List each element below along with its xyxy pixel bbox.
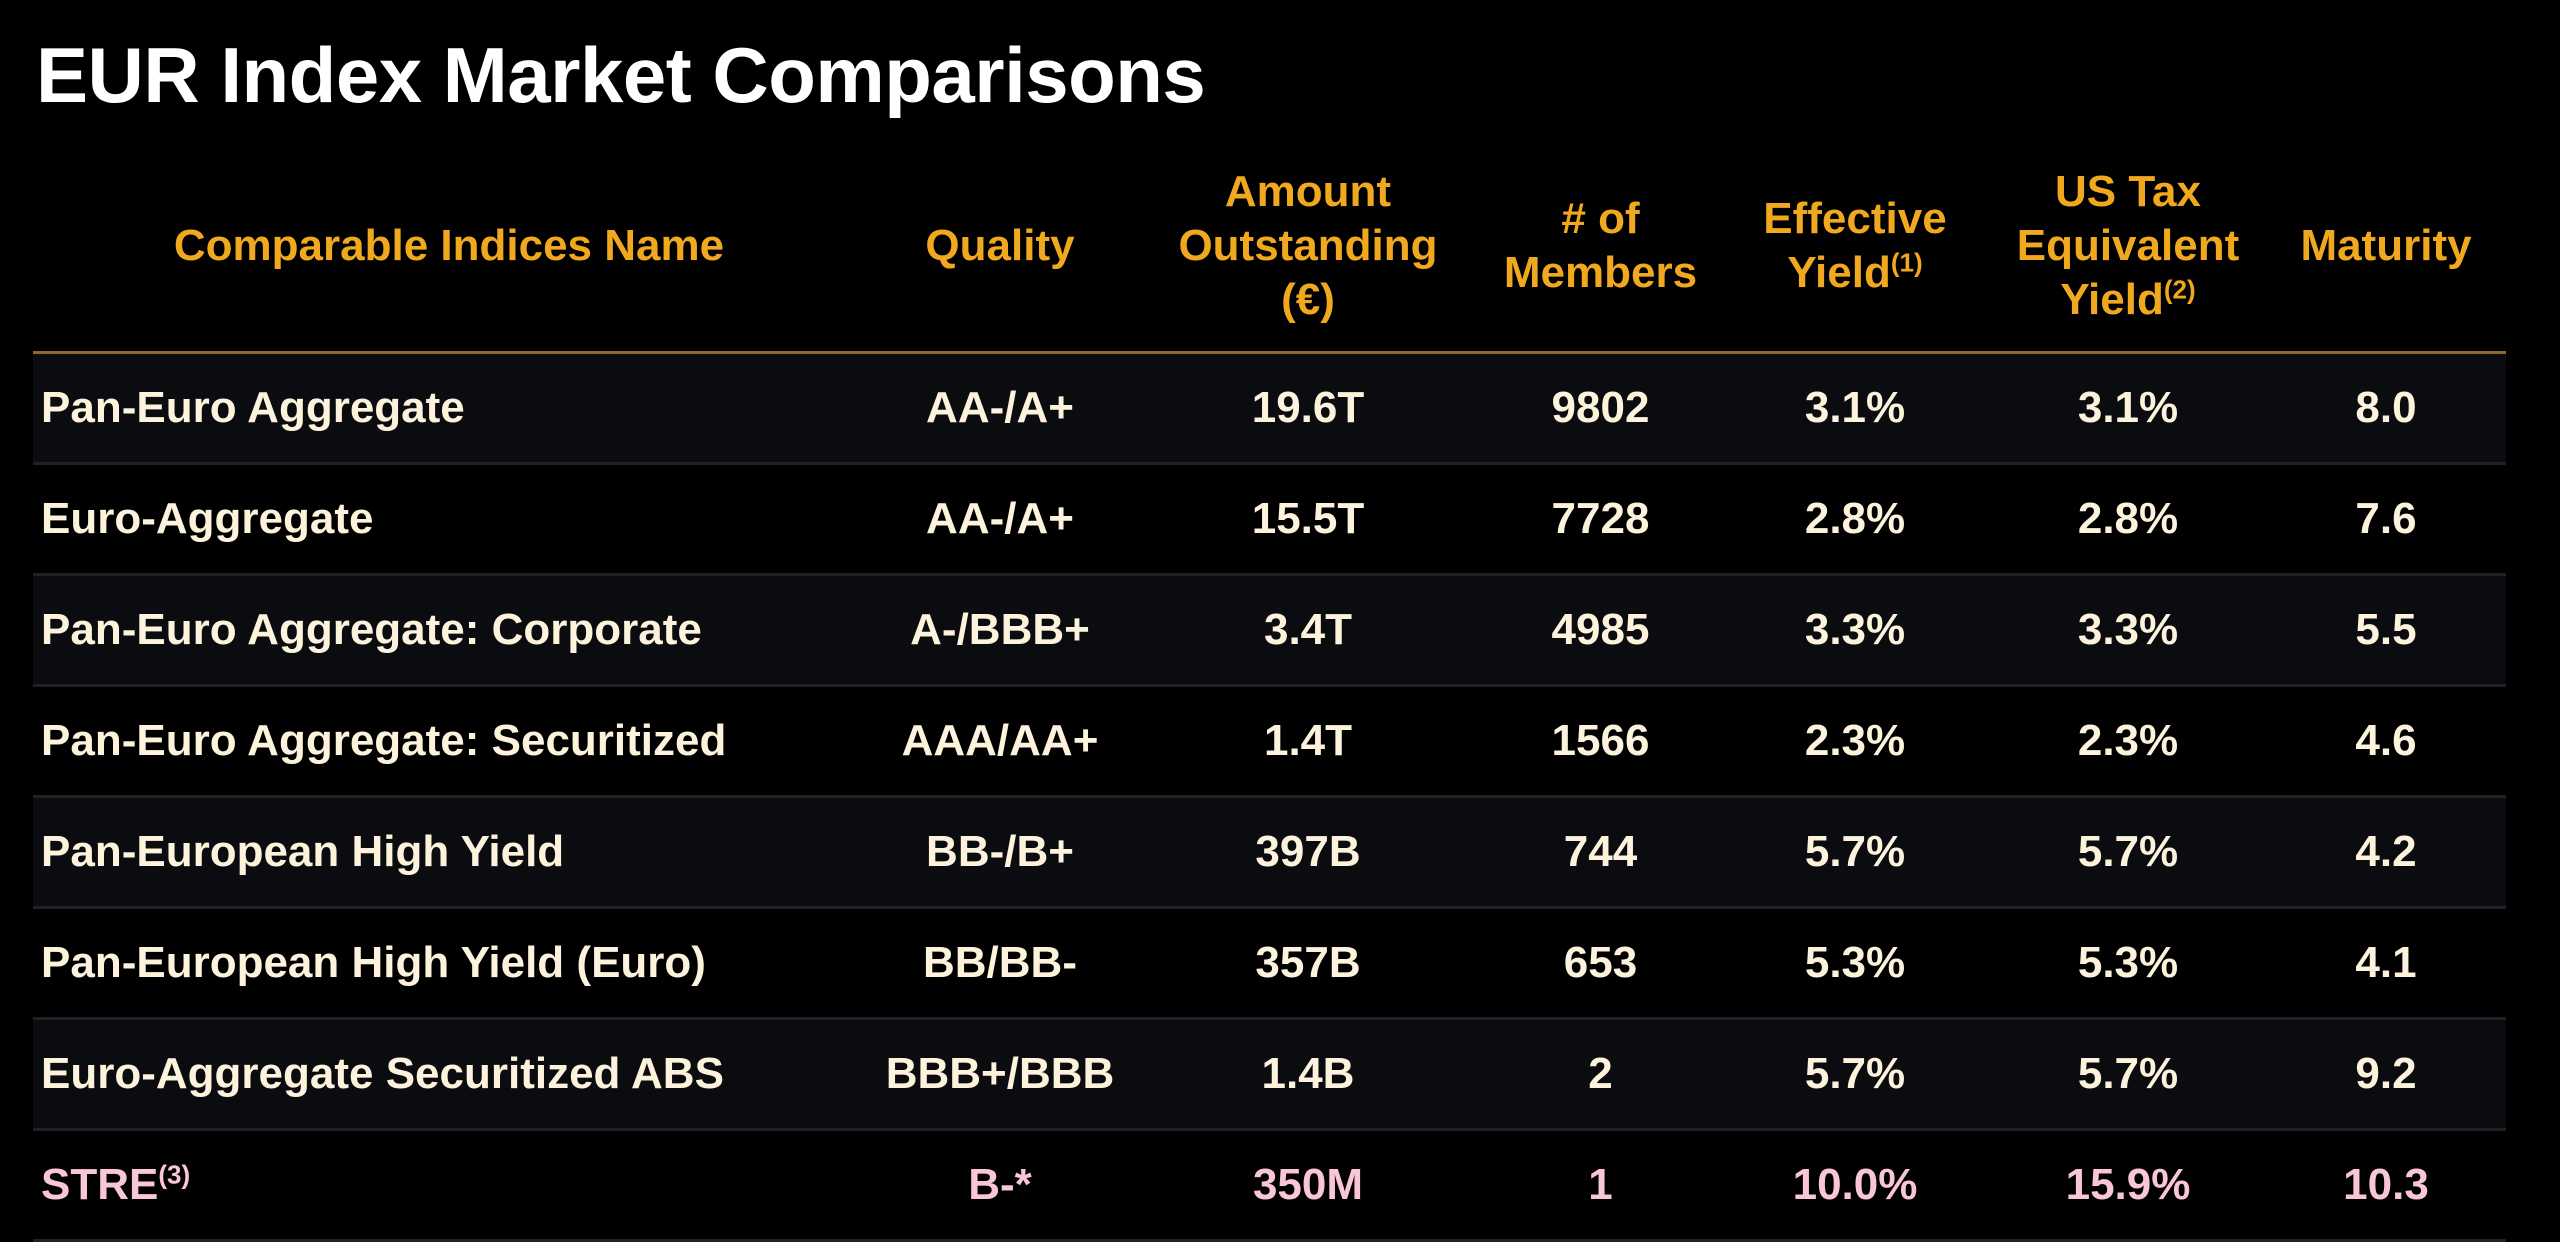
cell-amount: 397B: [1135, 796, 1481, 909]
cell-quality: AAA/AA+: [865, 685, 1135, 798]
column-header-effective-yield: Effective Yield(1): [1720, 140, 1990, 354]
table-row: STRE(3) B-* 350M 1 10.0% 15.9% 10.3: [33, 1129, 2506, 1242]
cell-tax-equiv-yield: 5.7%: [1990, 1018, 2266, 1131]
cell-quality: A-/BBB+: [865, 574, 1135, 687]
index-name: STRE: [41, 1160, 159, 1209]
index-name: Pan-Euro Aggregate: Securitized: [41, 716, 727, 765]
cell-name: Euro-Aggregate Securitized ABS: [33, 1018, 865, 1131]
cell-quality: AA-/A+: [865, 463, 1135, 576]
cell-tax-equiv-yield: 5.3%: [1990, 907, 2266, 1020]
comparison-table: Comparable Indices Name Quality Amount Out…: [33, 140, 2506, 1242]
cell-name: STRE(3): [33, 1129, 865, 1242]
cell-tax-equiv-yield: 2.8%: [1990, 463, 2266, 576]
cell-maturity: 4.1: [2266, 907, 2506, 1020]
column-header-amount: Amount Outstanding (€): [1135, 140, 1481, 354]
table-row: Pan-European High Yield BB-/B+ 397B 744 5.7%…: [33, 796, 2506, 909]
column-header-label: # of Members: [1503, 193, 1698, 297]
column-header-label: Comparable Indices Name: [173, 220, 725, 270]
column-header-label: US Tax Equivalent Yield: [2016, 166, 2240, 324]
table-row: Pan-European High Yield (Euro) BB/BB- 357B…: [33, 907, 2506, 1020]
cell-tax-equiv-yield: 5.7%: [1990, 796, 2266, 909]
table-row: Pan-Euro Aggregate: Securitized AAA/AA+ 1.…: [33, 685, 2506, 798]
cell-name: Pan-Euro Aggregate: Securitized: [33, 685, 865, 798]
cell-maturity: 9.2: [2266, 1018, 2506, 1131]
page-title: EUR Index Market Comparisons: [36, 31, 1206, 119]
column-header-label: Quality: [925, 220, 1075, 270]
column-header-members: # of Members: [1481, 140, 1720, 354]
cell-amount: 357B: [1135, 907, 1481, 1020]
column-header-tax-equivalent-yield: US Tax Equivalent Yield(2): [1990, 140, 2266, 354]
table-row: Euro-Aggregate Securitized ABS BBB+/BBB 1.…: [33, 1018, 2506, 1131]
index-name: Pan-Euro Aggregate: Corporate: [41, 605, 702, 654]
cell-quality: B-*: [865, 1129, 1135, 1242]
cell-members: 2: [1481, 1018, 1720, 1131]
cell-quality: AA-/A+: [865, 352, 1135, 465]
column-header-maturity: Maturity: [2266, 140, 2506, 354]
cell-amount: 19.6T: [1135, 352, 1481, 465]
cell-name: Euro-Aggregate: [33, 463, 865, 576]
column-header-name: Comparable Indices Name: [33, 140, 865, 354]
cell-maturity: 5.5: [2266, 574, 2506, 687]
cell-effective-yield: 3.1%: [1720, 352, 1990, 465]
cell-maturity: 10.3: [2266, 1129, 2506, 1242]
cell-effective-yield: 5.7%: [1720, 796, 1990, 909]
cell-effective-yield: 2.3%: [1720, 685, 1990, 798]
index-name: Pan-Euro Aggregate: [41, 383, 465, 432]
cell-effective-yield: 3.3%: [1720, 574, 1990, 687]
column-header-quality: Quality: [865, 140, 1135, 354]
footnote-marker: (2): [2163, 273, 2196, 304]
cell-effective-yield: 5.3%: [1720, 907, 1990, 1020]
cell-maturity: 4.2: [2266, 796, 2506, 909]
cell-amount: 1.4T: [1135, 685, 1481, 798]
column-header-label: Maturity: [2300, 220, 2472, 270]
cell-members: 653: [1481, 907, 1720, 1020]
cell-name: Pan-Euro Aggregate: [33, 352, 865, 465]
cell-tax-equiv-yield: 3.1%: [1990, 352, 2266, 465]
cell-quality: BBB+/BBB: [865, 1018, 1135, 1131]
table-row: Pan-Euro Aggregate AA-/A+ 19.6T 9802 3.1% 3.1…: [33, 352, 2506, 465]
cell-members: 7728: [1481, 463, 1720, 576]
cell-name: Pan-Euro Aggregate: Corporate: [33, 574, 865, 687]
cell-members: 9802: [1481, 352, 1720, 465]
cell-quality: BB/BB-: [865, 907, 1135, 1020]
footnote-marker: (1): [1890, 246, 1923, 277]
cell-maturity: 4.6: [2266, 685, 2506, 798]
cell-members: 744: [1481, 796, 1720, 909]
index-name: Pan-European High Yield: [41, 827, 565, 876]
cell-maturity: 8.0: [2266, 352, 2506, 465]
cell-amount: 3.4T: [1135, 574, 1481, 687]
footnote-marker: (3): [158, 1159, 191, 1190]
cell-effective-yield: 2.8%: [1720, 463, 1990, 576]
table-body: Pan-Euro Aggregate AA-/A+ 19.6T 9802 3.1% 3.1…: [33, 352, 2506, 1242]
cell-tax-equiv-yield: 3.3%: [1990, 574, 2266, 687]
cell-effective-yield: 5.7%: [1720, 1018, 1990, 1131]
cell-amount: 350M: [1135, 1129, 1481, 1242]
cell-members: 1566: [1481, 685, 1720, 798]
column-header-label: Amount Outstanding (€): [1178, 166, 1438, 324]
cell-amount: 15.5T: [1135, 463, 1481, 576]
table-row: Euro-Aggregate AA-/A+ 15.5T 7728 2.8% 2.8% 7.6: [33, 463, 2506, 576]
column-header-label: Effective Yield: [1763, 193, 1947, 297]
header-row: Comparable Indices Name Quality Amount Out…: [33, 140, 2506, 354]
table-row: Pan-Euro Aggregate: Corporate A-/BBB+ 3.4T…: [33, 574, 2506, 687]
cell-amount: 1.4B: [1135, 1018, 1481, 1131]
index-name: Euro-Aggregate Securitized ABS: [41, 1049, 724, 1098]
cell-quality: BB-/B+: [865, 796, 1135, 909]
cell-tax-equiv-yield: 15.9%: [1990, 1129, 2266, 1242]
index-name: Pan-European High Yield (Euro): [41, 938, 706, 987]
cell-tax-equiv-yield: 2.3%: [1990, 685, 2266, 798]
cell-members: 1: [1481, 1129, 1720, 1242]
cell-maturity: 7.6: [2266, 463, 2506, 576]
cell-name: Pan-European High Yield: [33, 796, 865, 909]
cell-name: Pan-European High Yield (Euro): [33, 907, 865, 1020]
index-name: Euro-Aggregate: [41, 494, 374, 543]
cell-members: 4985: [1481, 574, 1720, 687]
cell-effective-yield: 10.0%: [1720, 1129, 1990, 1242]
